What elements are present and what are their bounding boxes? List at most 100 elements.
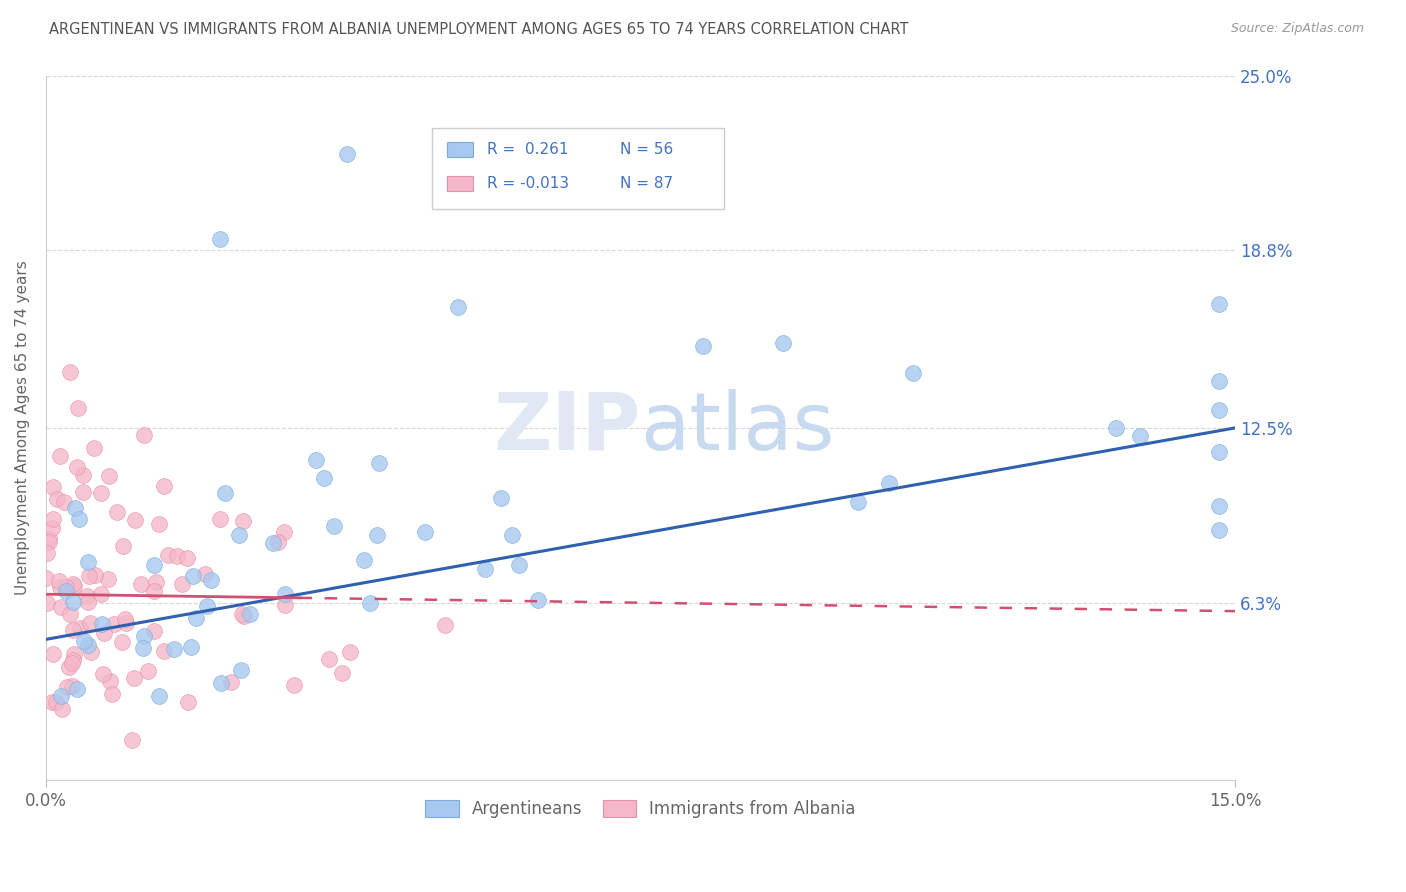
Point	[1208, 296, 1230, 310]
Point	[66, 459, 89, 474]
Text: atlas: atlas	[641, 389, 835, 467]
Point	[367, 456, 389, 470]
Point	[209, 511, 232, 525]
Point	[35, 546, 58, 560]
Point	[66, 681, 89, 696]
Point	[180, 640, 202, 654]
Point	[489, 491, 512, 505]
Point	[273, 524, 295, 539]
Point	[772, 336, 794, 351]
Point	[132, 640, 155, 655]
Point	[60, 679, 83, 693]
Point	[1129, 429, 1152, 443]
FancyBboxPatch shape	[447, 176, 472, 191]
Point	[359, 596, 381, 610]
Point	[66, 401, 89, 416]
Point	[153, 479, 176, 493]
Point	[122, 671, 145, 685]
Point	[194, 566, 217, 581]
Point	[48, 574, 70, 588]
Point	[323, 518, 346, 533]
Text: Source: ZipAtlas.com: Source: ZipAtlas.com	[1230, 22, 1364, 36]
Point	[1208, 374, 1230, 388]
Point	[69, 621, 91, 635]
Point	[98, 674, 121, 689]
Point	[77, 569, 100, 583]
Point	[353, 553, 375, 567]
Point	[413, 524, 436, 539]
Point	[91, 616, 114, 631]
Point	[186, 611, 208, 625]
Point	[41, 647, 63, 661]
Y-axis label: Unemployment Among Ages 65 to 74 years: Unemployment Among Ages 65 to 74 years	[15, 260, 30, 595]
Point	[177, 695, 200, 709]
Point	[283, 678, 305, 692]
Point	[214, 486, 236, 500]
Point	[103, 617, 125, 632]
Point	[49, 449, 72, 463]
Point	[59, 607, 82, 622]
Point	[59, 365, 82, 379]
Point	[51, 689, 73, 703]
Point	[132, 427, 155, 442]
Point	[80, 645, 103, 659]
Legend: Argentineans, Immigrants from Albania: Argentineans, Immigrants from Albania	[419, 793, 862, 825]
Point	[67, 512, 90, 526]
Point	[121, 732, 143, 747]
Point	[232, 514, 254, 528]
Point	[1208, 444, 1230, 458]
Point	[879, 475, 901, 490]
Text: ARGENTINEAN VS IMMIGRANTS FROM ALBANIA UNEMPLOYMENT AMONG AGES 65 TO 74 YEARS CO: ARGENTINEAN VS IMMIGRANTS FROM ALBANIA U…	[49, 22, 908, 37]
Point	[1208, 402, 1230, 417]
Point	[274, 587, 297, 601]
Point	[846, 495, 869, 509]
Point	[35, 570, 58, 584]
Point	[209, 675, 232, 690]
Point	[76, 589, 98, 603]
Point	[100, 687, 122, 701]
Point	[90, 485, 112, 500]
Point	[41, 695, 63, 709]
Point	[55, 584, 77, 599]
Point	[42, 512, 65, 526]
Point	[148, 517, 170, 532]
Point	[63, 579, 86, 593]
Point	[58, 660, 80, 674]
Point	[93, 667, 115, 681]
Point	[145, 575, 167, 590]
Point	[45, 492, 67, 507]
Point	[200, 574, 222, 588]
Point	[239, 607, 262, 621]
Point	[229, 663, 252, 677]
Point	[692, 339, 714, 353]
Point	[273, 598, 295, 612]
Point	[336, 147, 359, 161]
Point	[42, 480, 65, 494]
FancyBboxPatch shape	[447, 142, 472, 157]
Point	[1105, 421, 1128, 435]
Point	[45, 695, 67, 709]
Point	[62, 595, 84, 609]
Point	[60, 656, 83, 670]
Point	[143, 624, 166, 638]
Point	[181, 568, 204, 582]
Point	[73, 634, 96, 648]
Point	[112, 539, 135, 553]
FancyBboxPatch shape	[433, 128, 724, 210]
Point	[232, 609, 254, 624]
Point	[176, 550, 198, 565]
Point	[195, 599, 218, 613]
Point	[136, 664, 159, 678]
Point	[219, 675, 242, 690]
Point	[474, 562, 496, 576]
Point	[79, 616, 101, 631]
Text: N = 56: N = 56	[620, 142, 673, 157]
Point	[41, 521, 63, 535]
Point	[49, 580, 72, 594]
Point	[72, 467, 94, 482]
Point	[339, 645, 361, 659]
Point	[35, 596, 58, 610]
Point	[366, 527, 388, 541]
Text: R =  0.261: R = 0.261	[486, 142, 568, 157]
Point	[56, 681, 79, 695]
